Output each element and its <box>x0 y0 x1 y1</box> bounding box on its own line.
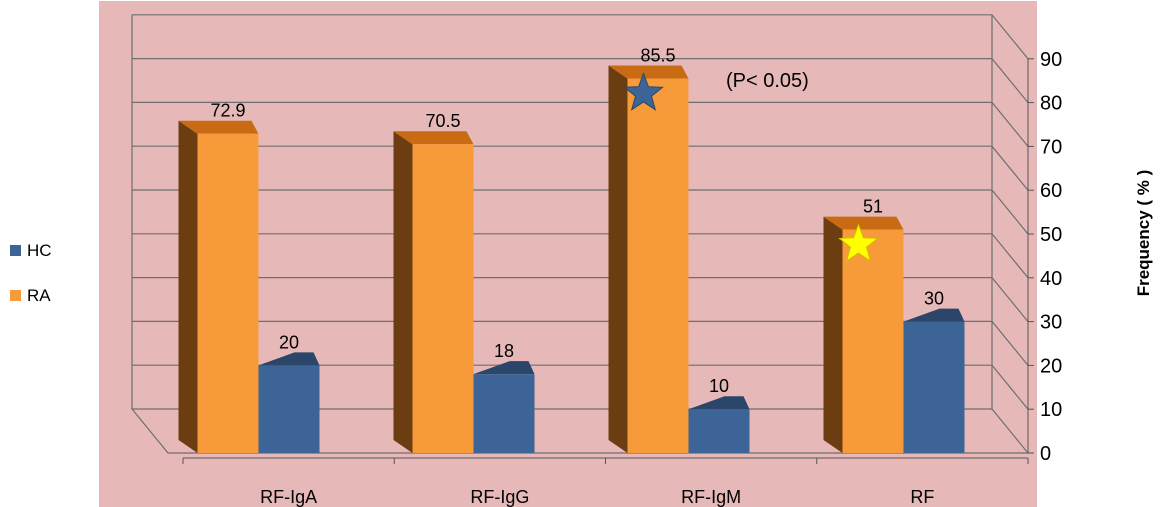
legend-item-ra: RA <box>10 273 52 318</box>
y-tick-label-80: 80 <box>1040 93 1062 115</box>
bar-top-ra-rf-igm <box>608 65 689 79</box>
x-tick-label-rf: RF <box>910 487 934 507</box>
bar-top-hc-rf-igm <box>688 396 750 410</box>
data-label-hc-rf-iga: 20 <box>279 332 299 352</box>
x-tick-label-rf-iga: RF-IgA <box>260 487 317 507</box>
bar-top-ra-rf-igg <box>393 131 474 145</box>
legend-item-hc: HC <box>10 228 52 273</box>
bar-top-hc-rf-iga <box>258 352 320 366</box>
bar-top-ra-rf <box>823 216 904 230</box>
bar-hc-rf-igg <box>473 361 535 453</box>
data-label-ra-rf: 51 <box>863 197 883 217</box>
bar-side-ra-rf-iga <box>178 120 198 453</box>
bar-side-ra-rf <box>823 216 843 453</box>
y-tick-label-70: 70 <box>1040 136 1062 158</box>
bar-ra-rf-igg <box>393 131 474 453</box>
data-label-hc-rf-igg: 18 <box>494 341 514 361</box>
bar-front-ra-rf-igm <box>627 78 689 453</box>
bar-side-ra-rf-igg <box>393 131 413 453</box>
y-tick-label-0: 0 <box>1040 443 1051 465</box>
y-tick-label-30: 30 <box>1040 312 1062 334</box>
star-marker-rf-igm <box>623 72 664 111</box>
star-marker-rf <box>838 223 879 262</box>
x-tick-label-rf-igg: RF-IgG <box>470 487 529 507</box>
data-label-hc-rf: 30 <box>924 289 944 309</box>
bar-ra-rf <box>823 216 904 453</box>
y-tick-label-40: 40 <box>1040 268 1062 290</box>
data-label-ra-rf-iga: 72.9 <box>210 101 245 121</box>
bar-top-hc-rf-igg <box>473 361 535 375</box>
bar-front-ra-rf-iga <box>197 133 259 453</box>
bar-hc-rf <box>903 308 965 453</box>
bar-ra-rf-igm <box>608 65 689 453</box>
bar-front-ra-rf <box>842 229 904 453</box>
y-tick-label-10: 10 <box>1040 399 1062 421</box>
y-tick-label-20: 20 <box>1040 355 1062 377</box>
bar-top-hc-rf <box>903 308 965 322</box>
y-tick-label-50: 50 <box>1040 224 1062 246</box>
bar-hc-rf-iga <box>258 352 320 453</box>
bar-top-ra-rf-iga <box>178 120 259 134</box>
y-axis-label: Frequency ( % ) <box>1134 169 1153 297</box>
bar-front-hc-rf <box>903 321 965 453</box>
data-label-hc-rf-igm: 10 <box>709 376 729 396</box>
legend-label-hc: HC <box>27 240 52 260</box>
bar-front-hc-rf-iga <box>258 365 320 453</box>
y-tick-label-90: 90 <box>1040 49 1062 71</box>
legend: HC RA <box>10 228 52 318</box>
bar-front-ra-rf-igg <box>412 144 474 453</box>
annotation-p-value: (P< 0.05) <box>726 70 809 92</box>
legend-swatch-hc <box>10 245 21 256</box>
bar-hc-rf-igm <box>688 396 750 453</box>
data-label-ra-rf-igm: 85.5 <box>640 46 675 66</box>
data-label-ra-rf-igg: 70.5 <box>425 111 460 131</box>
bar-front-hc-rf-igg <box>473 374 535 453</box>
bar-front-hc-rf-igm <box>688 409 750 453</box>
bar-side-ra-rf-igm <box>608 65 628 453</box>
y-tick-label-60: 60 <box>1040 180 1062 202</box>
legend-swatch-ra <box>10 290 21 301</box>
x-tick-label-rf-igm: RF-IgM <box>681 487 741 507</box>
legend-label-ra: RA <box>27 285 51 305</box>
bar-ra-rf-iga <box>178 120 259 453</box>
